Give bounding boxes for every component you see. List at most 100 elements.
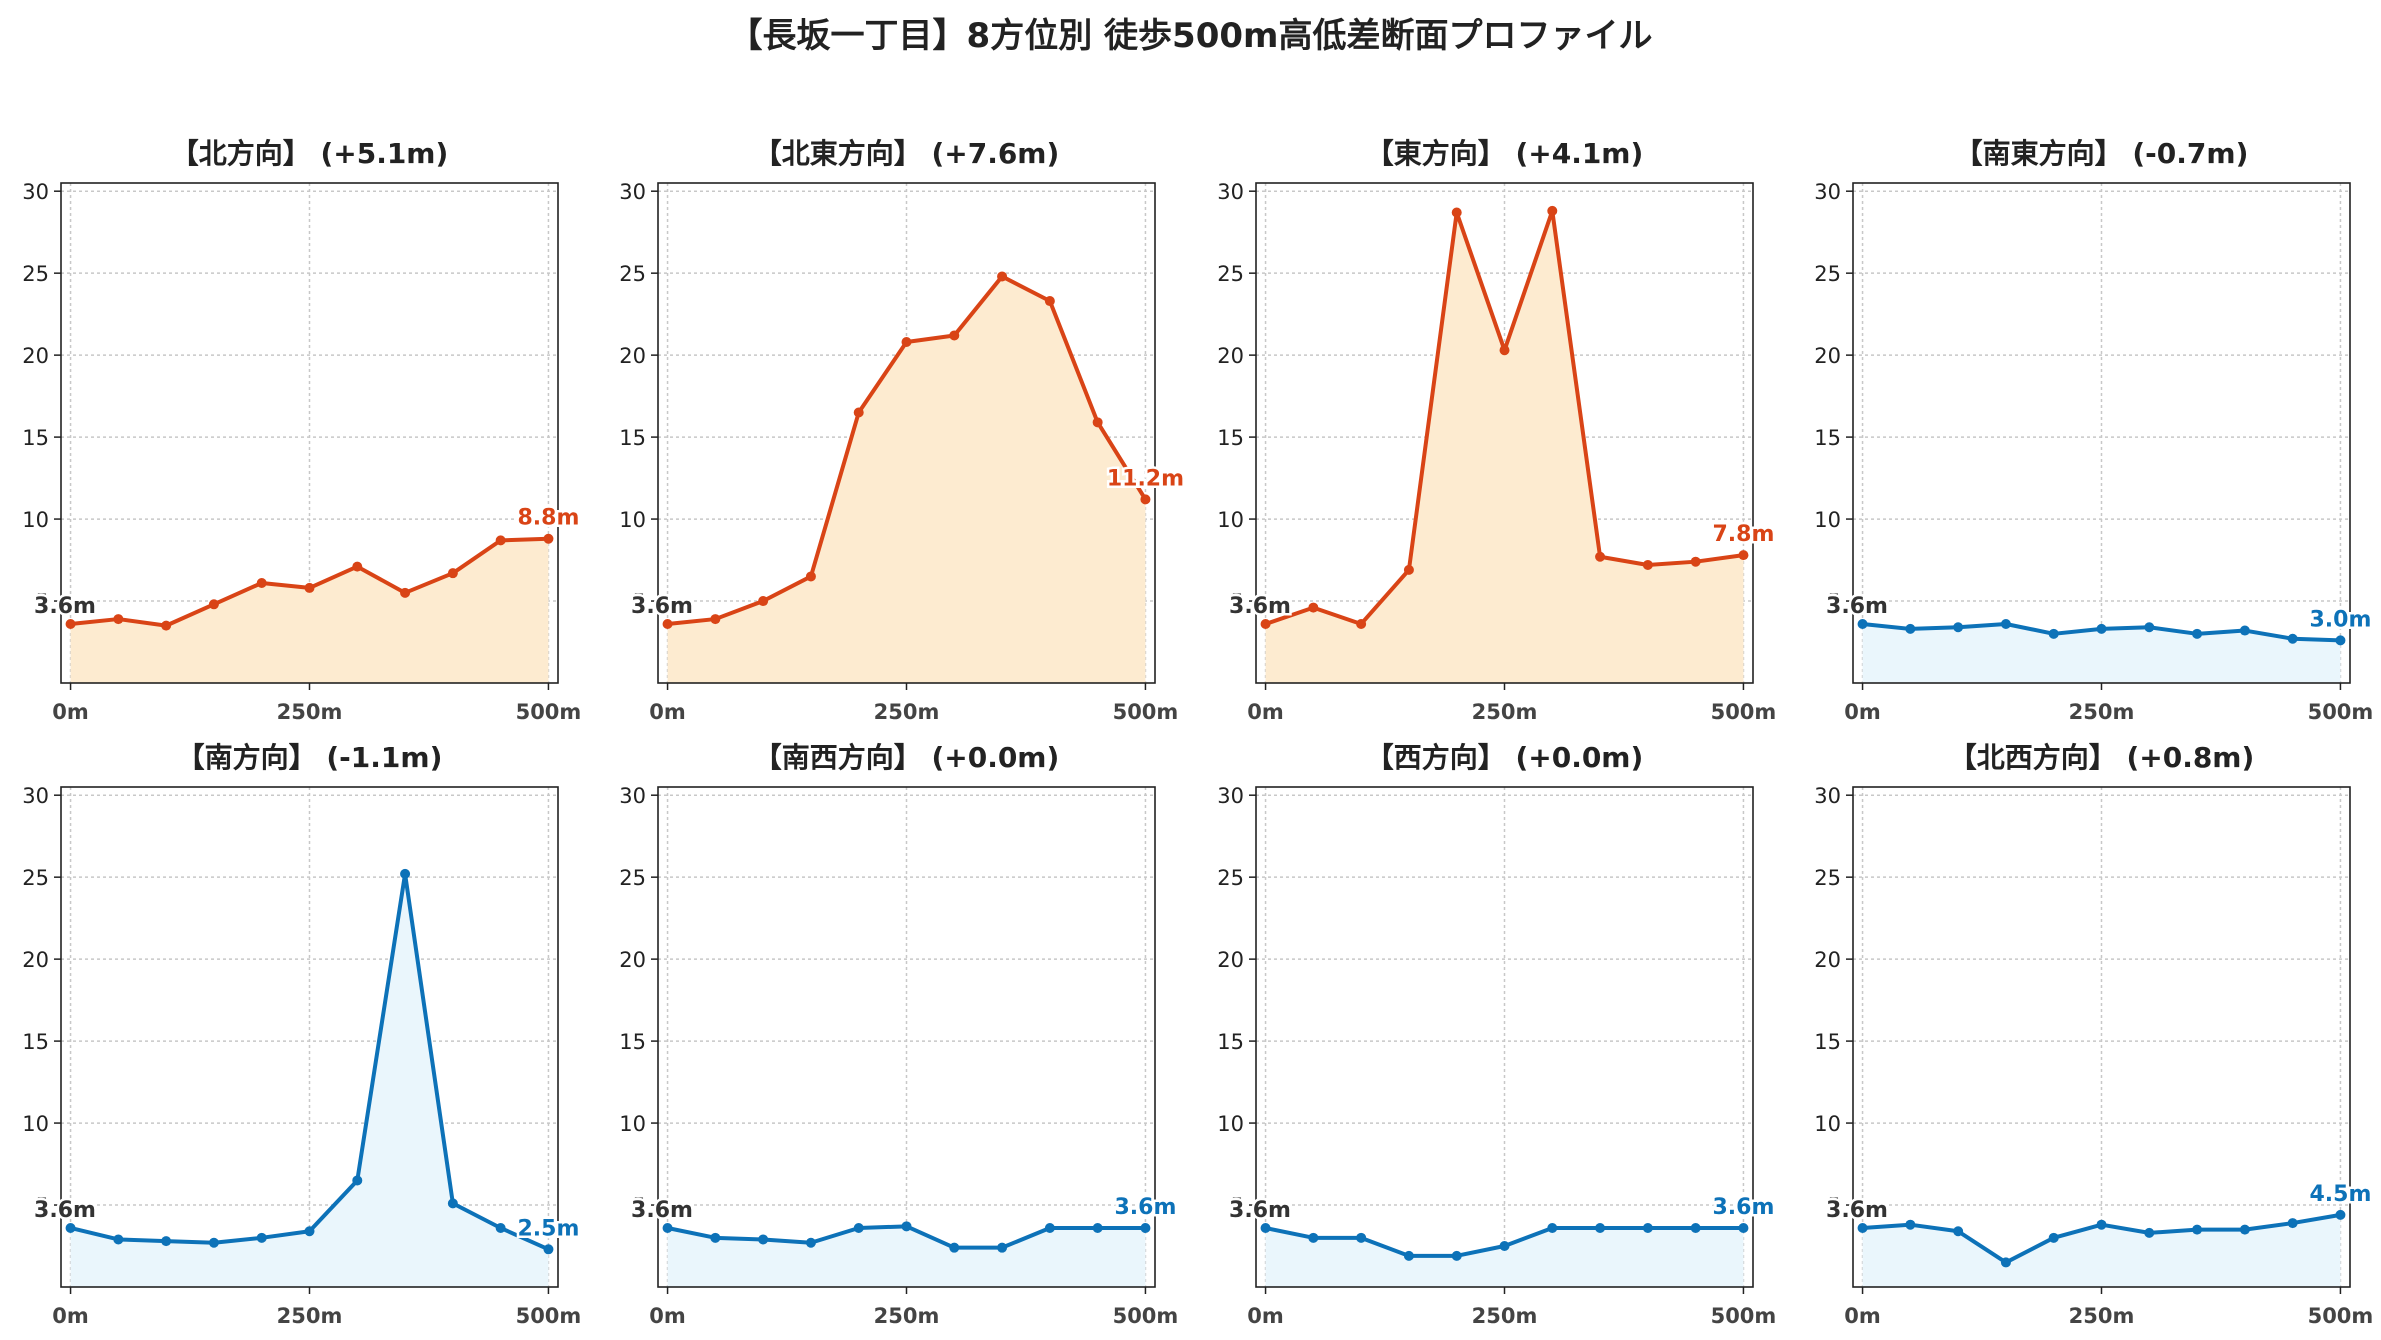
area-fill: [1265, 210, 1744, 684]
data-point: [256, 1232, 267, 1243]
data-point: [1403, 564, 1414, 575]
data-point: [2096, 1219, 2107, 1230]
y-tick-label: 15: [1217, 1030, 1244, 1054]
y-tick-label: 5: [633, 590, 646, 614]
chart-title: 【南方向】 (-1.1m): [177, 741, 443, 774]
data-point: [1260, 1222, 1271, 1233]
y-tick-label: 30: [22, 180, 49, 204]
chart-panel: 【南東方向】 (-0.7m) 5 10 15 20 25 30 0m 250m 500m 3.6m 3…: [1814, 137, 2374, 724]
x-tick-label: 0m: [649, 1304, 686, 1328]
y-tick-label: 20: [22, 948, 49, 972]
chart-title: 【北東方向】 (+7.6m): [754, 137, 1060, 170]
x-tick-label: 0m: [1247, 700, 1284, 724]
x-tick-label: 0m: [1844, 1304, 1881, 1328]
data-point: [1642, 1222, 1653, 1233]
data-point: [543, 1244, 554, 1255]
y-tick-label: 10: [1814, 1112, 1841, 1136]
y-tick-label: 20: [1814, 344, 1841, 368]
data-point: [2048, 1232, 2059, 1243]
x-tick-label: 0m: [1247, 1304, 1284, 1328]
start-value-label: 3.6m: [631, 594, 693, 619]
data-point: [1547, 205, 1558, 216]
data-point: [805, 571, 816, 582]
data-point: [710, 1232, 721, 1243]
data-point: [1690, 556, 1701, 567]
y-tick-label: 15: [22, 426, 49, 450]
chart-panel: 【北方向】 (+5.1m) 5 10 15 20 25 30 0m 250m 500m 3.6m 8.…: [22, 137, 582, 724]
end-value-label: 2.5m: [517, 1216, 579, 1241]
data-point: [543, 533, 554, 544]
y-tick-label: 30: [619, 180, 646, 204]
data-point: [901, 1221, 912, 1232]
x-tick-label: 250m: [1472, 1304, 1538, 1328]
y-tick-label: 25: [1814, 866, 1841, 890]
area-fill: [667, 276, 1146, 683]
data-point: [853, 407, 864, 418]
x-tick-label: 500m: [1113, 700, 1179, 724]
y-tick-label: 20: [1217, 948, 1244, 972]
y-tick-label: 10: [619, 1112, 646, 1136]
chart-panel: 【南西方向】 (+0.0m) 5 10 15 20 25 30 0m 250m 500m 3.6m 3…: [619, 741, 1179, 1328]
data-point: [1595, 1222, 1606, 1233]
data-point: [208, 1237, 219, 1248]
data-point: [949, 330, 960, 341]
data-point: [1499, 1241, 1510, 1252]
figure-title: 【長坂一丁目】8方位別 徒歩500m高低差断面プロファイル: [728, 16, 1653, 56]
area-fill: [667, 1226, 1146, 1287]
data-point: [400, 587, 411, 598]
y-tick-label: 30: [1217, 180, 1244, 204]
data-point: [161, 620, 172, 631]
data-point: [1451, 1250, 1462, 1261]
data-point: [2287, 1218, 2298, 1229]
start-value-label: 3.6m: [631, 1198, 693, 1223]
data-point: [662, 1222, 673, 1233]
data-point: [997, 1242, 1008, 1253]
data-point: [1738, 1222, 1749, 1233]
area-fill: [1862, 1214, 2341, 1287]
data-point: [1547, 1222, 1558, 1233]
data-point: [805, 1237, 816, 1248]
data-point: [1595, 551, 1606, 562]
data-point: [1140, 1222, 1151, 1233]
y-tick-label: 30: [22, 784, 49, 808]
chart-title: 【西方向】 (+0.0m): [1366, 741, 1644, 774]
data-point: [161, 1236, 172, 1247]
chart-panel: 【西方向】 (+0.0m) 5 10 15 20 25 30 0m 250m 500m 3.6m 3.…: [1217, 741, 1777, 1328]
x-tick-label: 0m: [1844, 700, 1881, 724]
chart-title: 【南東方向】 (-0.7m): [1955, 137, 2249, 170]
data-point: [2144, 622, 2155, 633]
data-point: [400, 868, 411, 879]
data-point: [1356, 1232, 1367, 1243]
chart-panel: 【北西方向】 (+0.8m) 5 10 15 20 25 30 0m 250m 500m 3.6m 4…: [1814, 741, 2374, 1328]
data-point: [662, 618, 673, 629]
start-value-label: 3.6m: [1229, 1198, 1291, 1223]
y-tick-label: 30: [1814, 180, 1841, 204]
y-tick-label: 10: [22, 508, 49, 532]
data-point: [2239, 625, 2250, 636]
data-point: [1044, 1222, 1055, 1233]
start-value-label: 3.6m: [1826, 594, 1888, 619]
data-point: [352, 561, 363, 572]
data-point: [2239, 1224, 2250, 1235]
y-tick-label: 25: [1217, 866, 1244, 890]
end-value-label: 3.0m: [2309, 607, 2371, 632]
data-point: [1092, 1222, 1103, 1233]
y-tick-label: 15: [1814, 426, 1841, 450]
data-point: [1690, 1222, 1701, 1233]
data-point: [710, 614, 721, 625]
data-point: [495, 535, 506, 546]
data-point: [1308, 602, 1319, 613]
y-tick-label: 25: [619, 866, 646, 890]
x-tick-label: 0m: [52, 700, 89, 724]
x-tick-label: 500m: [2308, 700, 2374, 724]
data-point: [2192, 628, 2203, 639]
data-point: [304, 1226, 315, 1237]
chart-title: 【北西方向】 (+0.8m): [1949, 741, 2255, 774]
series-line: [70, 871, 550, 1252]
y-tick-label: 15: [1217, 426, 1244, 450]
data-point: [2335, 635, 2346, 646]
y-tick-label: 25: [1814, 262, 1841, 286]
end-value-label: 11.2m: [1107, 466, 1184, 491]
x-tick-label: 250m: [874, 1304, 940, 1328]
data-point: [1308, 1232, 1319, 1243]
